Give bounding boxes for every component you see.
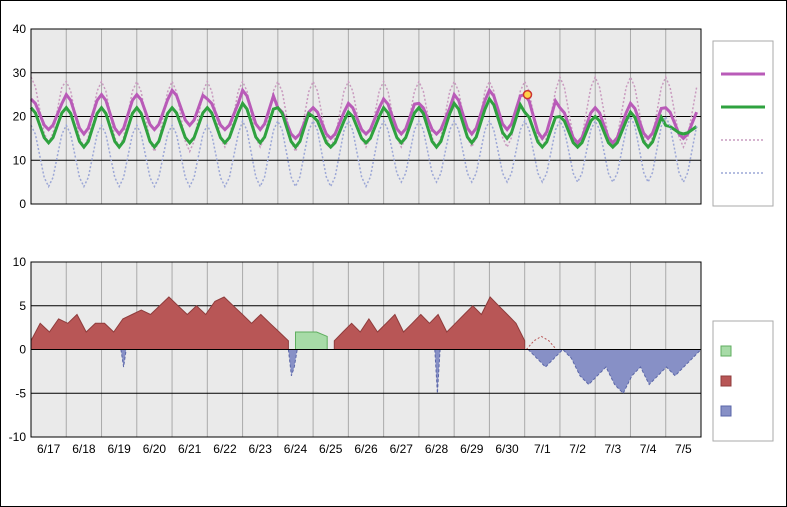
legend-top — [713, 41, 773, 206]
current-marker — [524, 91, 532, 99]
ytick-bottom: 0 — [19, 343, 26, 357]
legend-bottom-swatch — [721, 346, 731, 356]
xtick-label: 6/18 — [72, 442, 96, 456]
xtick-label: 6/22 — [213, 442, 237, 456]
xtick-label: 7/2 — [569, 442, 586, 456]
xtick-label: 6/29 — [460, 442, 484, 456]
xtick-label: 6/17 — [37, 442, 61, 456]
area-anomaly-green — [296, 332, 328, 350]
legend-bottom-swatch — [721, 376, 731, 386]
ytick-bottom: 10 — [13, 255, 27, 269]
xtick-label: 6/23 — [249, 442, 273, 456]
ytick-top: 40 — [13, 22, 27, 36]
xtick-label: 7/5 — [675, 442, 692, 456]
ytick-top: 10 — [13, 153, 27, 167]
xtick-label: 6/27 — [390, 442, 414, 456]
ytick-bottom: -5 — [15, 386, 26, 400]
xtick-label: 6/19 — [107, 442, 131, 456]
ytick-top: 30 — [13, 66, 27, 80]
xtick-label: 7/3 — [604, 442, 621, 456]
xtick-label: 7/1 — [534, 442, 551, 456]
xtick-label: 6/25 — [319, 442, 343, 456]
xtick-label: 6/26 — [354, 442, 378, 456]
chart-container: 0 10 20 30 40 -10 -5 0 5 10 6/17 6/18 6/19 6/20 6/21 6/… — [0, 0, 787, 507]
ytick-top: 20 — [13, 110, 27, 124]
xtick-label: 6/20 — [143, 442, 167, 456]
ytick-top: 0 — [19, 197, 26, 211]
ytick-bottom: 5 — [19, 299, 26, 313]
xtick-label: 6/21 — [178, 442, 202, 456]
chart-svg: 0 10 20 30 40 -10 -5 0 5 10 6/17 6/18 6/19 6/20 6/21 6/… — [1, 1, 786, 506]
ytick-bottom: -10 — [9, 430, 27, 444]
xtick-label: 6/28 — [425, 442, 449, 456]
xtick-label: 7/4 — [640, 442, 657, 456]
legend-bottom-swatch — [721, 406, 731, 416]
xtick-label: 6/30 — [495, 442, 519, 456]
xtick-label: 6/24 — [284, 442, 308, 456]
